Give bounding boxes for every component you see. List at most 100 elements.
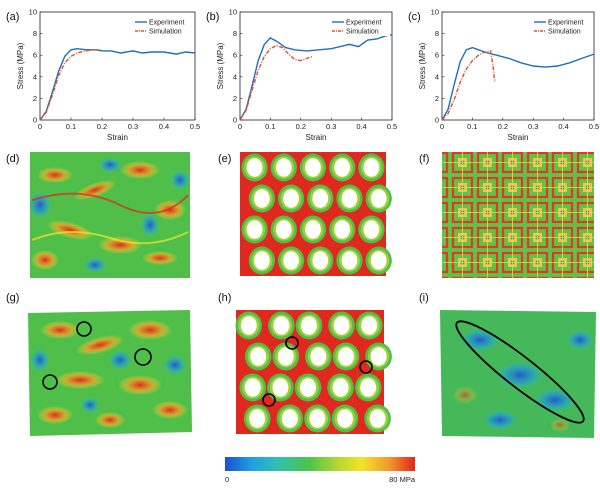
x-axis-label: Strain (107, 133, 128, 142)
legend-box (330, 16, 390, 36)
hole (240, 316, 257, 335)
failure-marker (76, 321, 92, 337)
hole (254, 251, 270, 270)
colorbar-max-label: 80 MPa (389, 475, 416, 484)
hole (283, 251, 299, 270)
hole (310, 347, 327, 366)
axes-frame (441, 11, 595, 121)
hole (275, 220, 292, 239)
y-tick-label: 2 (435, 94, 439, 103)
hole (249, 409, 266, 428)
legend-entry: Experiment (548, 20, 583, 27)
y-tick-label: 0 (233, 116, 237, 125)
panel-label: (b) (206, 11, 219, 23)
panel-label-g: (g) (6, 292, 19, 304)
hole (370, 251, 387, 270)
hole (341, 189, 358, 208)
hole (244, 378, 261, 397)
hole (370, 347, 387, 366)
legend-entry: Experiment (149, 20, 184, 27)
x-tick-label: 0.2 (296, 122, 306, 131)
hole (283, 189, 299, 208)
legend-box (133, 16, 193, 36)
axes-frame (39, 11, 196, 121)
y-tick-label: 8 (233, 29, 237, 38)
y-tick-label: 10 (229, 8, 237, 17)
x-tick-label: 0.3 (326, 122, 336, 131)
x-tick-label: 0.4 (558, 122, 568, 131)
failure-marker (262, 393, 276, 407)
stress-map-i (440, 310, 596, 438)
x-tick-label: 0.2 (97, 122, 107, 131)
hole (333, 316, 350, 335)
colorbar-min-label: 0 (225, 475, 229, 484)
panel-label-h: (h) (218, 292, 231, 304)
legend-entry: Simulation (548, 29, 581, 36)
hole (334, 158, 351, 177)
stress-map-g (28, 310, 192, 436)
y-tick-label: 6 (233, 51, 237, 60)
hole (305, 158, 321, 177)
series-line-experiment (441, 46, 595, 121)
x-tick-label: 0.2 (498, 122, 508, 131)
hole (277, 347, 294, 366)
hole (281, 409, 298, 428)
hole (360, 378, 377, 397)
hole (275, 158, 292, 177)
series-line-experiment (239, 34, 393, 121)
y-axis-label: Stress (MPa) (16, 42, 25, 89)
hole (301, 316, 317, 335)
legend-entry: Simulation (346, 29, 379, 36)
y-axis-label: Stress (MPa) (216, 42, 225, 89)
colorbar-gradient (225, 457, 415, 471)
x-tick-label: 0.5 (190, 122, 200, 131)
failure-marker (285, 336, 299, 350)
x-tick-label: 0.1 (467, 122, 477, 131)
y-tick-label: 8 (435, 29, 439, 38)
stress-map-f (442, 152, 594, 278)
stress-map-d (28, 152, 190, 278)
y-tick-label: 2 (233, 94, 237, 103)
hole (341, 251, 358, 270)
series-line-simulation (239, 44, 314, 121)
x-tick-label: 0.3 (528, 122, 538, 131)
y-tick-label: 4 (33, 72, 37, 81)
colorbar: 0 80 MPa (225, 457, 416, 484)
panel-label: (a) (6, 11, 19, 23)
legend-box (532, 16, 592, 36)
stress-strain-chart-c: (c) 0 0.1 0.2 0.3 0.4 0.5 0 2 4 6 8 10 Strain Stress (… (408, 8, 599, 143)
x-tick-label: 0.1 (66, 122, 76, 131)
x-tick-label: 0.5 (387, 122, 397, 131)
panel-label-f: (f) (419, 153, 429, 165)
hole (338, 347, 354, 366)
hole (312, 251, 329, 270)
y-tick-label: 2 (33, 94, 37, 103)
hole (370, 189, 387, 208)
stress-map-h (235, 310, 392, 434)
stress-strain-chart-a: (a) 0 0.1 0.2 0.3 0.4 0.5 0 2 4 6 8 10 Strain Stress (… (6, 8, 200, 143)
x-tick-label: 0 (238, 122, 242, 131)
hole (337, 409, 353, 428)
series-line-experiment (39, 47, 196, 121)
y-tick-label: 4 (435, 72, 439, 81)
hole (246, 220, 263, 239)
hole (363, 158, 380, 177)
stress-strain-chart-b: (b) 0 0.1 0.2 0.3 0.4 0.5 0 2 4 6 8 10 Strain Stress (… (206, 8, 397, 143)
hole (332, 378, 349, 397)
panel-label: (c) (408, 11, 421, 23)
y-tick-label: 0 (33, 116, 37, 125)
failure-band-marker (455, 320, 585, 424)
x-tick-label: 0.5 (589, 122, 599, 131)
y-tick-label: 4 (233, 72, 237, 81)
y-tick-label: 6 (33, 51, 37, 60)
failure-marker (134, 348, 152, 366)
hole (305, 220, 321, 239)
y-tick-label: 10 (431, 8, 439, 17)
panel-label-i: (i) (419, 292, 429, 304)
x-tick-label: 0.4 (159, 122, 169, 131)
hole (309, 409, 326, 428)
y-tick-label: 6 (435, 51, 439, 60)
hole (363, 220, 380, 239)
x-tick-label: 0 (38, 122, 42, 131)
